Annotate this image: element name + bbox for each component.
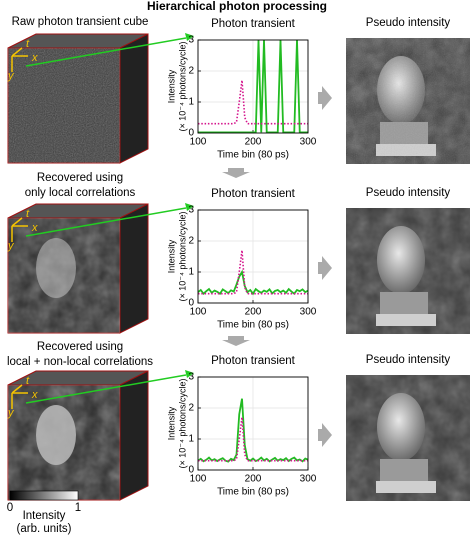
plot-frame <box>197 209 309 304</box>
arrow-right <box>322 86 332 110</box>
axis-letter: t <box>26 208 30 220</box>
row-label: only local correlations <box>25 187 136 199</box>
x-axis-label: Time bin (80 ps) <box>217 320 289 331</box>
chart-title: Photon transient <box>211 355 296 367</box>
measured-line <box>198 40 308 133</box>
colorbar-tick: 1 <box>75 502 81 514</box>
y-tick-label: 1 <box>188 267 194 278</box>
x-axis-label: Time bin (80 ps) <box>217 150 289 161</box>
image-title: Pseudo intensity <box>366 187 451 199</box>
y-tick-label: 2 <box>188 66 194 77</box>
y-axis-label: Intensity <box>166 406 176 440</box>
pointer-head <box>185 203 194 211</box>
pointer-head <box>185 370 194 378</box>
y-axis-label: Intensity <box>166 69 176 103</box>
x-tick-label: 200 <box>245 137 262 148</box>
axis-letter: t <box>26 38 30 50</box>
x-tick-label: 200 <box>245 474 262 485</box>
axis-letter: x <box>31 52 38 64</box>
row-label: Recovered using <box>37 172 123 184</box>
arrow-down-shaft <box>228 168 244 172</box>
x-tick-label: 300 <box>300 474 317 485</box>
arrow-right <box>322 256 332 280</box>
x-tick-label: 300 <box>300 307 317 318</box>
row-label: local + non-local correlations <box>7 356 153 368</box>
chart-title: Photon transient <box>211 188 296 200</box>
image-title: Pseudo intensity <box>366 354 451 366</box>
pointer <box>25 37 187 67</box>
pointer <box>25 374 187 404</box>
axis-arrow <box>11 47 23 57</box>
y-tick-label: 2 <box>188 403 194 414</box>
x-axis-label: Time bin (80 ps) <box>217 487 289 498</box>
y-tick-label: 2 <box>188 236 194 247</box>
image-crayon <box>376 314 436 326</box>
y-axis-label: (× 10⁻⁴ photons/cycle) <box>177 212 187 302</box>
colorbar-tick: 0 <box>7 502 13 514</box>
colorbar-label: (arb. units) <box>17 523 72 535</box>
axis-letter: y <box>7 240 15 252</box>
image-bust <box>377 393 425 461</box>
image-crayon <box>376 481 436 493</box>
arrow-shaft <box>318 92 323 104</box>
cube-texture <box>8 48 120 163</box>
axis-arrow <box>11 217 23 227</box>
pointer <box>25 207 187 237</box>
cube-side <box>119 33 149 164</box>
y-tick-label: 0 <box>188 128 194 139</box>
arrow-down <box>222 340 250 346</box>
axis-letter: x <box>31 389 38 401</box>
x-tick-label: 100 <box>190 307 207 318</box>
pointer-head <box>185 33 194 41</box>
axis-letter: x <box>31 222 38 234</box>
y-tick-label: 0 <box>188 298 194 309</box>
colorbar <box>9 490 79 501</box>
arrow-shaft <box>318 262 323 274</box>
arrow-down-shaft <box>228 336 244 340</box>
y-tick-label: 1 <box>188 434 194 445</box>
arrow-shaft <box>318 429 323 441</box>
figure-title: Hierarchical photon processing <box>147 0 327 13</box>
measured-line <box>198 269 308 296</box>
y-axis-label: Intensity <box>166 239 176 273</box>
measured-line <box>198 398 308 463</box>
cube-bust <box>36 405 76 465</box>
y-axis-label: (× 10⁻⁴ photons/cycle) <box>177 42 187 132</box>
plot-frame <box>197 376 309 471</box>
plot-frame <box>197 39 309 134</box>
y-tick-label: 3 <box>188 35 194 46</box>
y-tick-label: 3 <box>188 372 194 383</box>
y-tick-label: 1 <box>188 97 194 108</box>
cube-bust <box>36 238 76 298</box>
axis-arrow <box>11 384 23 394</box>
cube-side <box>119 370 149 501</box>
y-tick-label: 0 <box>188 465 194 476</box>
x-tick-label: 100 <box>190 137 207 148</box>
axis-letter: t <box>26 375 30 387</box>
arrow-down <box>222 172 250 178</box>
cube-side <box>119 203 149 334</box>
image-title: Pseudo intensity <box>366 17 451 29</box>
y-tick-label: 3 <box>188 205 194 216</box>
y-axis-label: (× 10⁻⁴ photons/cycle) <box>177 379 187 469</box>
x-tick-label: 100 <box>190 474 207 485</box>
x-tick-label: 300 <box>300 137 317 148</box>
arrow-right <box>322 423 332 447</box>
chart-title: Photon transient <box>211 18 296 30</box>
image-bust <box>377 226 425 294</box>
colorbar-label: Intensity <box>23 510 66 522</box>
axis-letter: y <box>7 70 15 82</box>
row-label: Raw photon transient cube <box>12 16 149 28</box>
row-label: Recovered using <box>37 341 123 353</box>
x-tick-label: 200 <box>245 307 262 318</box>
image-noise <box>346 38 470 164</box>
axis-letter: y <box>7 407 15 419</box>
